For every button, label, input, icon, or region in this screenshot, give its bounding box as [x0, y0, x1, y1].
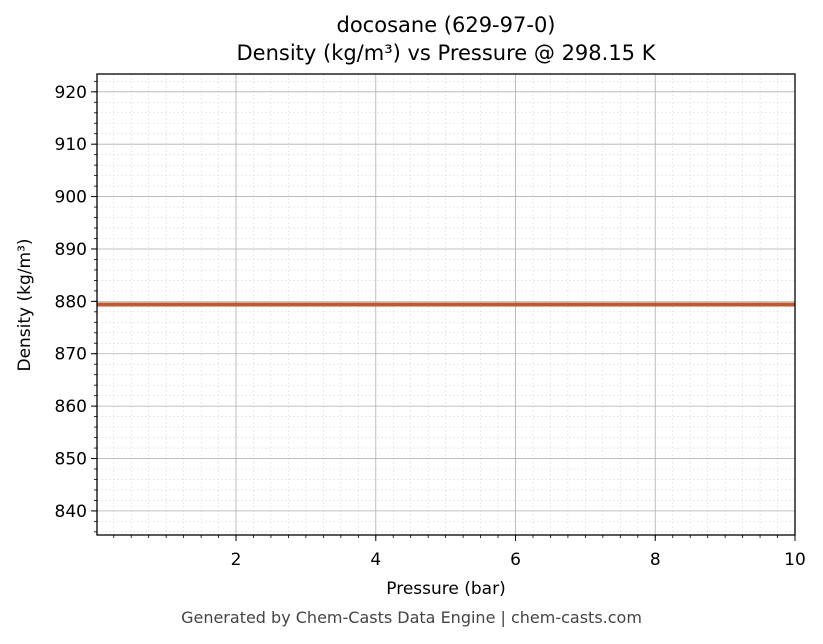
- x-tick-labels: 2 4 6 8 10: [231, 550, 806, 570]
- y-tick-label: 890: [55, 240, 87, 260]
- footer-credit: Generated by Chem-Casts Data Engine | ch…: [181, 608, 642, 627]
- y-tick-label: 880: [55, 292, 87, 312]
- x-tick-label: 8: [650, 550, 661, 570]
- y-tick-labels: 840 850 860 870 880 890 900 910 920: [55, 83, 87, 522]
- x-axis-label: Pressure (bar): [386, 579, 505, 599]
- chart-title: docosane (629-97-0): [336, 13, 556, 37]
- y-tick-label: 870: [55, 345, 87, 365]
- x-tick-label: 6: [510, 550, 521, 570]
- x-tick-label: 2: [231, 550, 242, 570]
- x-tick-label: 10: [784, 550, 806, 570]
- y-tick-label: 920: [55, 83, 87, 103]
- y-tick-label: 910: [55, 135, 87, 155]
- axis-ticks: [91, 80, 796, 541]
- y-tick-label: 840: [55, 502, 87, 522]
- y-tick-label: 900: [55, 188, 87, 208]
- y-axis-label: Density (kg/m³): [15, 238, 35, 371]
- chart-subtitle: Density (kg/m³) vs Pressure @ 298.15 K: [236, 41, 656, 65]
- y-tick-label: 850: [55, 450, 87, 470]
- x-tick-label: 4: [370, 550, 381, 570]
- y-tick-label: 860: [55, 397, 87, 417]
